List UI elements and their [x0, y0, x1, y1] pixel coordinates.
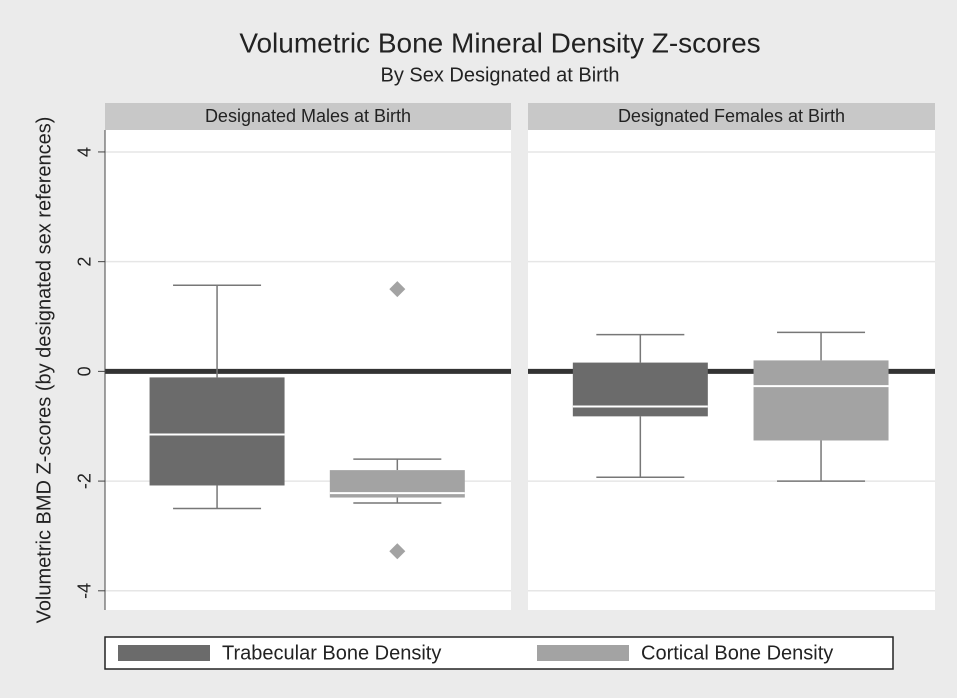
panel-title: Designated Males at Birth [205, 106, 411, 126]
panel-header [528, 103, 935, 130]
panel-title: Designated Females at Birth [618, 106, 845, 126]
y-tick-label: 4 [75, 147, 95, 157]
legend-label: Cortical Bone Density [641, 642, 833, 664]
y-axis-label: Volumetric BMD Z-scores (by designated s… [33, 117, 55, 624]
legend-label: Trabecular Bone Density [222, 642, 441, 664]
outlier [389, 543, 406, 560]
chart-title: Volumetric Bone Mineral Density Z-scores [239, 27, 760, 58]
y-tick-label: -4 [75, 583, 95, 599]
legend-swatch [118, 645, 210, 661]
y-tick-label: 2 [75, 257, 95, 267]
chart-subtitle: By Sex Designated at Birth [380, 64, 619, 86]
box [572, 362, 708, 417]
outlier [389, 281, 406, 298]
y-tick-label: -2 [75, 473, 95, 489]
panel-header [105, 103, 511, 130]
box [753, 360, 889, 441]
y-tick-label: 0 [75, 366, 95, 376]
legend-swatch [537, 645, 629, 661]
legend [104, 636, 894, 670]
box [149, 377, 285, 486]
